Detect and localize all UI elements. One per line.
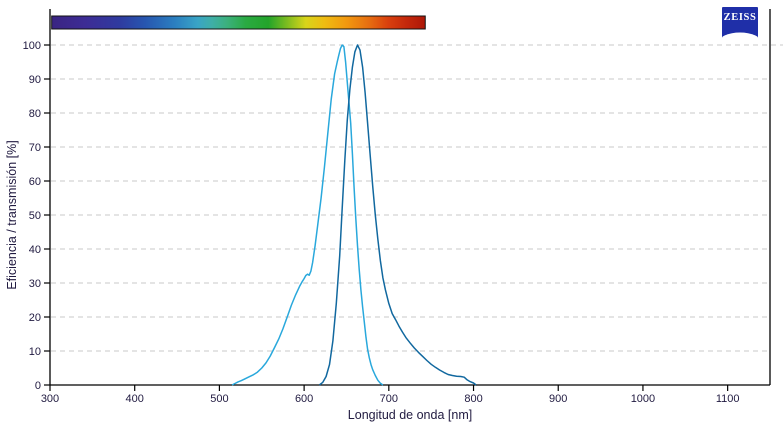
spectra-curves bbox=[231, 44, 477, 386]
axes bbox=[49, 9, 771, 386]
dark-blue-curve bbox=[318, 44, 477, 386]
y-tick-label-70: 70 bbox=[29, 142, 41, 154]
y-tick-label-20: 20 bbox=[29, 312, 41, 324]
spectrum-color-bar bbox=[51, 15, 426, 30]
zeiss-logo: ZEISS bbox=[722, 7, 758, 38]
x-tick-label-300: 300 bbox=[41, 393, 59, 405]
x-tick-label-600: 600 bbox=[295, 393, 313, 405]
x-tick-label-900: 900 bbox=[549, 393, 567, 405]
x-tick-label-800: 800 bbox=[464, 393, 482, 405]
y-tick-label-50: 50 bbox=[29, 210, 41, 222]
x-tick-label-1100: 1100 bbox=[716, 393, 740, 405]
light-blue-curve bbox=[231, 44, 384, 386]
x-tick-label-700: 700 bbox=[380, 393, 398, 405]
y-tick-label-0: 0 bbox=[35, 380, 41, 392]
zeiss-logo-lens-shape bbox=[722, 32, 758, 38]
y-axis-ticks: 0 10 20 30 40 50 60 70 80 90 100 bbox=[23, 40, 50, 392]
y-tick-label-30: 30 bbox=[29, 278, 41, 290]
y-tick-label-90: 90 bbox=[29, 74, 41, 86]
x-axis-title: Longitud de onda [nm] bbox=[348, 408, 472, 422]
zeiss-logo-text: ZEISS bbox=[724, 12, 757, 23]
gridlines bbox=[51, 44, 783, 352]
x-axis-ticks: 300 400 500 600 700 800 900 1000 1100 bbox=[41, 385, 740, 405]
x-tick-label-400: 400 bbox=[126, 393, 144, 405]
x-tick-label-500: 500 bbox=[210, 393, 228, 405]
y-tick-label-10: 10 bbox=[29, 346, 41, 358]
y-axis-title: Eficiencia / transmisión [%] bbox=[5, 140, 19, 289]
zeiss-logo-background bbox=[722, 7, 758, 38]
y-tick-label-60: 60 bbox=[29, 176, 41, 188]
y-tick-label-100: 100 bbox=[23, 40, 41, 52]
y-tick-label-80: 80 bbox=[29, 108, 41, 120]
x-tick-label-1000: 1000 bbox=[631, 393, 655, 405]
y-tick-label-40: 40 bbox=[29, 244, 41, 256]
